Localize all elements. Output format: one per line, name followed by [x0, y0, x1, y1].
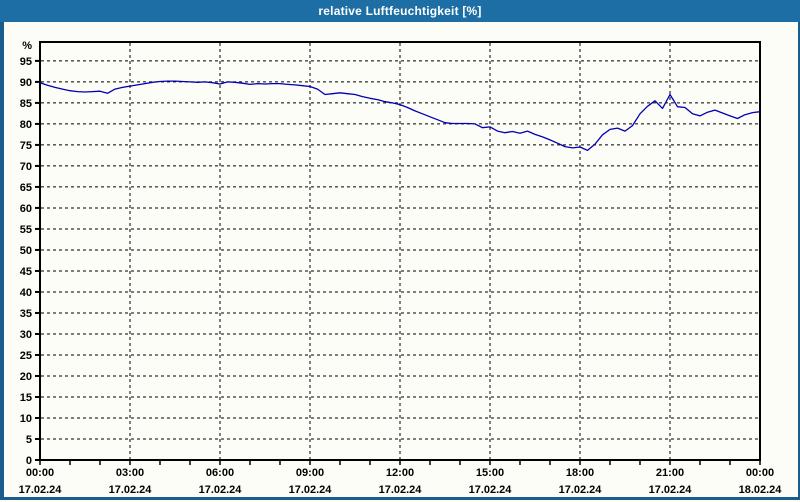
- x-tick-time-label: 03:00: [116, 467, 144, 479]
- y-tick-label: 30: [20, 329, 32, 341]
- y-tick-label: 95: [20, 56, 32, 68]
- y-tick-label: 15: [20, 392, 32, 404]
- x-tick-date-label: 17.02.24: [469, 484, 513, 496]
- y-tick-label: 45: [20, 266, 32, 278]
- x-tick-date-label: 17.02.24: [109, 484, 153, 496]
- y-tick-label: 50: [20, 245, 32, 257]
- x-tick-time-label: 18:00: [566, 467, 594, 479]
- x-tick-date-label: 17.02.24: [19, 484, 63, 496]
- x-tick-date-label: 17.02.24: [289, 484, 333, 496]
- y-tick-label: 75: [20, 140, 32, 152]
- y-tick-label: 5: [26, 434, 32, 446]
- x-tick-date-label: 17.02.24: [559, 484, 603, 496]
- window-title: relative Luftfeuchtigkeit [%]: [318, 4, 482, 18]
- x-tick-time-label: 00:00: [26, 467, 54, 479]
- humidity-series-line: [39, 80, 761, 152]
- y-tick-label: 90: [20, 77, 32, 89]
- y-tick-label: 10: [20, 413, 32, 425]
- y-tick-label: 65: [20, 182, 32, 194]
- y-tick-label: 85: [20, 98, 32, 110]
- y-tick-label: 55: [20, 224, 32, 236]
- x-tick-date-label: 18.02.24: [739, 484, 783, 496]
- x-tick-time-label: 21:00: [656, 467, 684, 479]
- x-tick-date-label: 17.02.24: [199, 484, 243, 496]
- x-tick-date-label: 17.02.24: [649, 484, 693, 496]
- y-tick-label: 20: [20, 371, 32, 383]
- x-tick-time-label: 15:00: [476, 467, 504, 479]
- title-bar[interactable]: relative Luftfeuchtigkeit [%]: [0, 0, 800, 22]
- x-tick-date-label: 17.02.24: [379, 484, 423, 496]
- y-tick-label: 40: [20, 287, 32, 299]
- x-tick-time-label: 06:00: [206, 467, 234, 479]
- y-axis-unit-label: %: [22, 40, 32, 52]
- x-tick-time-label: 00:00: [746, 467, 774, 479]
- y-tick-label: 25: [20, 350, 32, 362]
- x-tick-time-label: 09:00: [296, 467, 324, 479]
- chart-area: 0 5 10 15 20 25 30 35 40 45 50 55 60 65 70 75 80 85 90 95% 0…: [4, 22, 798, 497]
- y-tick-label: 60: [20, 203, 32, 215]
- humidity-chart: 0 5 10 15 20 25 30 35 40 45 50 55 60 65 70 75 80 85 90 95% 0…: [19, 40, 783, 496]
- x-tick-time-label: 12:00: [386, 467, 414, 479]
- plot-frame: [39, 41, 761, 461]
- y-tick-label: 0: [26, 455, 32, 467]
- y-tick-label: 35: [20, 308, 32, 320]
- y-tick-label: 80: [20, 119, 32, 131]
- y-tick-label: 70: [20, 161, 32, 173]
